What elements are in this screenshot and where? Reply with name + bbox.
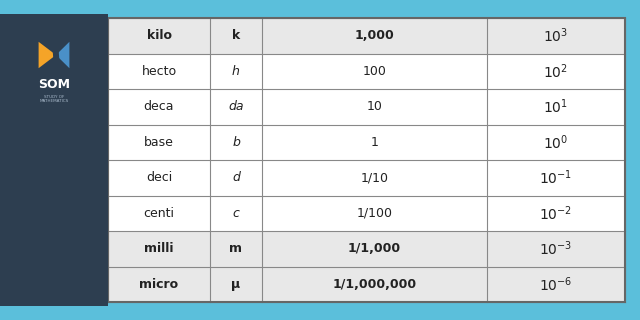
- Text: 1/100: 1/100: [356, 207, 392, 220]
- Text: SOM: SOM: [38, 78, 70, 92]
- Text: h: h: [232, 65, 240, 78]
- Text: $10^{0}$: $10^{0}$: [543, 133, 569, 152]
- Text: $10^{2}$: $10^{2}$: [543, 62, 568, 81]
- Bar: [108, 231, 625, 267]
- Text: deca: deca: [144, 100, 174, 113]
- Text: hecto: hecto: [141, 65, 177, 78]
- Text: 1,000: 1,000: [355, 29, 394, 42]
- Bar: [108, 267, 625, 302]
- Bar: [108, 18, 625, 302]
- Bar: [108, 196, 625, 231]
- Text: 1/10: 1/10: [360, 171, 388, 184]
- Bar: [108, 124, 625, 160]
- Bar: [0, 306, 640, 320]
- Text: base: base: [144, 136, 174, 149]
- Text: 1/1,000: 1/1,000: [348, 242, 401, 255]
- Text: m: m: [230, 242, 243, 255]
- Bar: [108, 89, 625, 124]
- Text: kilo: kilo: [147, 29, 172, 42]
- Bar: [108, 53, 625, 89]
- Text: deci: deci: [146, 171, 172, 184]
- Text: k: k: [232, 29, 240, 42]
- Polygon shape: [56, 42, 69, 68]
- Text: $10^{-1}$: $10^{-1}$: [540, 168, 573, 187]
- Text: $10^{-2}$: $10^{-2}$: [540, 204, 573, 222]
- Text: da: da: [228, 100, 244, 113]
- Text: μ: μ: [232, 278, 241, 291]
- Text: d: d: [232, 171, 240, 184]
- Bar: [108, 18, 625, 53]
- Bar: [108, 18, 625, 302]
- Text: $10^{-3}$: $10^{-3}$: [540, 239, 573, 258]
- Text: STUDY OF
MATHEMATICS: STUDY OF MATHEMATICS: [40, 94, 68, 103]
- Text: b: b: [232, 136, 240, 149]
- Bar: [108, 160, 625, 196]
- Text: micro: micro: [140, 278, 179, 291]
- Text: 1/1,000,000: 1/1,000,000: [332, 278, 417, 291]
- Text: $10^{3}$: $10^{3}$: [543, 27, 568, 45]
- Bar: [0, 0, 640, 14]
- Text: centi: centi: [143, 207, 175, 220]
- Text: milli: milli: [144, 242, 173, 255]
- Text: $10^{1}$: $10^{1}$: [543, 98, 568, 116]
- Text: 1: 1: [371, 136, 378, 149]
- Text: 100: 100: [363, 65, 387, 78]
- Polygon shape: [38, 42, 56, 68]
- Bar: [0, 14, 108, 306]
- Text: $10^{-6}$: $10^{-6}$: [540, 275, 573, 293]
- Text: 10: 10: [367, 100, 383, 113]
- Polygon shape: [52, 42, 60, 68]
- Text: c: c: [232, 207, 239, 220]
